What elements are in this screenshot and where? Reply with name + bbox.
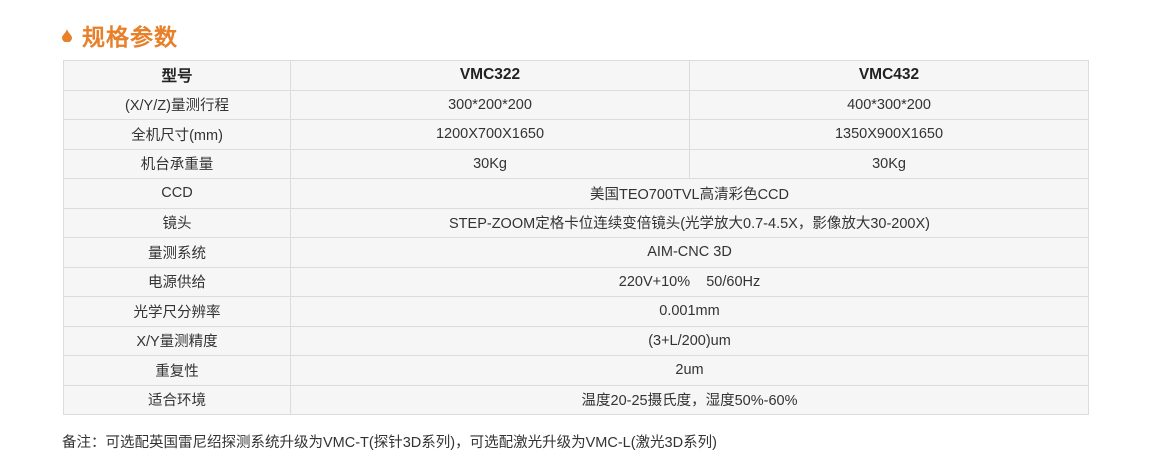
row-label: 适合环境: [63, 384, 291, 415]
table-row: 光学尺分辨率 0.001mm: [63, 296, 1089, 327]
row-value: 220V+10% 50/60Hz: [290, 266, 1089, 297]
row-label: 镜头: [63, 207, 291, 238]
row-value: (3+L/200)um: [290, 325, 1089, 356]
row-label: CCD: [63, 178, 291, 209]
table-row: 重复性 2um: [63, 355, 1089, 386]
row-value: 300*200*200: [290, 89, 690, 120]
row-label: 全机尺寸(mm): [63, 119, 291, 150]
table-row: (X/Y/Z)量测行程 300*200*200 400*300*200: [63, 89, 1089, 120]
table-row: 适合环境 温度20-25摄氏度，湿度50%-60%: [63, 384, 1089, 415]
row-label: (X/Y/Z)量测行程: [63, 89, 291, 120]
row-value: AIM-CNC 3D: [290, 237, 1089, 268]
table-row: 机台承重量 30Kg 30Kg: [63, 148, 1089, 179]
table-row: X/Y量测精度 (3+L/200)um: [63, 325, 1089, 356]
row-value: 0.001mm: [290, 296, 1089, 327]
row-value: STEP-ZOOM定格卡位连续变倍镜头(光学放大0.7-4.5X，影像放大30-…: [290, 207, 1089, 238]
row-label: 重复性: [63, 355, 291, 386]
row-value: 温度20-25摄氏度，湿度50%-60%: [290, 384, 1089, 415]
header-cell: VMC432: [689, 60, 1089, 91]
footnote: 备注：可选配英国雷尼绍探测系统升级为VMC-T(探针3D系列)，可选配激光升级为…: [62, 435, 717, 451]
table-row: 电源供给 220V+10% 50/60Hz: [63, 266, 1089, 297]
table-row: 量测系统 AIM-CNC 3D: [63, 237, 1089, 268]
drop-icon: [62, 28, 72, 42]
title-text: 规格参数: [82, 24, 178, 50]
table-row: 镜头 STEP-ZOOM定格卡位连续变倍镜头(光学放大0.7-4.5X，影像放大3…: [63, 207, 1089, 238]
row-value: 400*300*200: [689, 89, 1089, 120]
row-value: 30Kg: [689, 148, 1089, 179]
row-value: 1200X700X1650: [290, 119, 690, 150]
row-value: 2um: [290, 355, 1089, 386]
row-label: 机台承重量: [63, 148, 291, 179]
table-header-row: 型号 VMC322 VMC432: [63, 60, 1089, 91]
row-value: 1350X900X1650: [689, 119, 1089, 150]
row-label: 光学尺分辨率: [63, 296, 291, 327]
row-label: 电源供给: [63, 266, 291, 297]
row-label: X/Y量测精度: [63, 325, 291, 356]
header-cell: 型号: [63, 60, 291, 91]
row-label: 量测系统: [63, 237, 291, 268]
table-row: 全机尺寸(mm) 1200X700X1650 1350X900X1650: [63, 119, 1089, 150]
header-cell: VMC322: [290, 60, 690, 91]
spec-table: 型号 VMC322 VMC432 (X/Y/Z)量测行程 300*200*200 4…: [63, 60, 1089, 415]
table-row: CCD 美国TEO700TVL高清彩色CCD: [63, 178, 1089, 209]
row-value: 30Kg: [290, 148, 690, 179]
section-title: 规格参数: [62, 18, 178, 52]
row-value: 美国TEO700TVL高清彩色CCD: [290, 178, 1089, 209]
